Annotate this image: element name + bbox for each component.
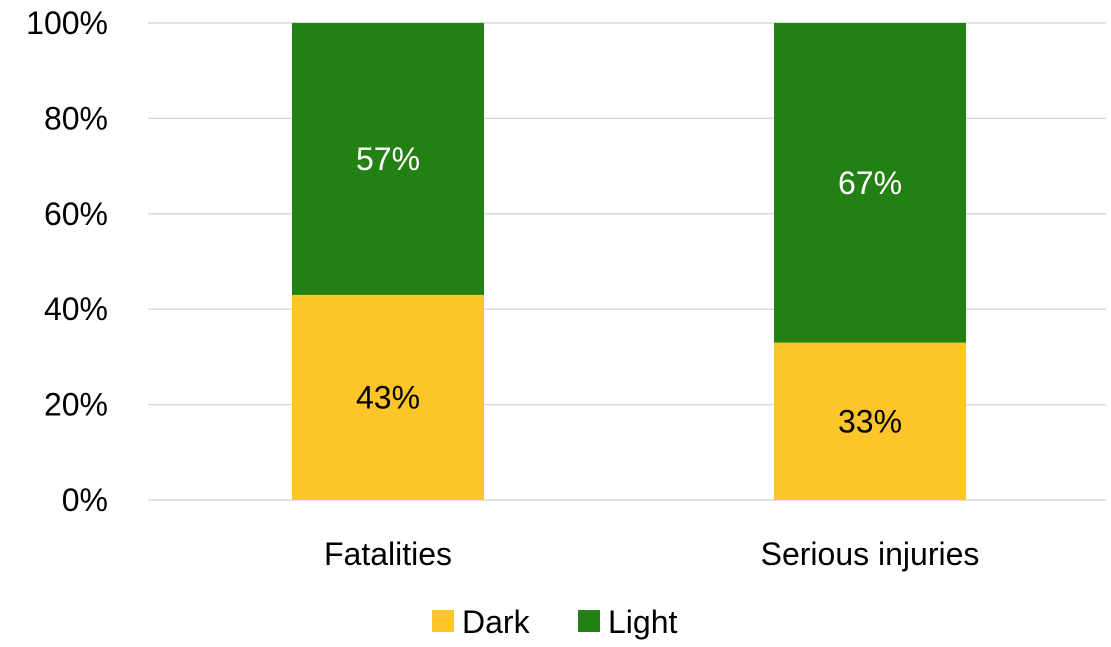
y-tick-label: 0% [62, 482, 108, 518]
bar-dark-serious-injuries [774, 342, 966, 500]
legend: Dark Light [432, 604, 678, 640]
y-tick-label: 40% [44, 291, 108, 327]
bar-light-fatalities [292, 23, 484, 295]
x-category-label: Fatalities [324, 536, 452, 572]
data-label: 57% [356, 141, 420, 177]
y-tick-label: 100% [26, 5, 108, 41]
data-labels: 43% 57% 33% 67% [356, 141, 902, 439]
legend-label-dark: Dark [462, 604, 531, 640]
bars [292, 23, 966, 500]
data-label: 33% [838, 403, 902, 439]
y-axis-tick-labels: 0% 20% 40% 60% 80% 100% [26, 5, 108, 518]
legend-label-light: Light [608, 604, 678, 640]
legend-swatch-light [578, 610, 600, 632]
y-tick-label: 60% [44, 196, 108, 232]
x-category-label: Serious injuries [761, 536, 980, 572]
bar-light-serious-injuries [774, 23, 966, 343]
bar-dark-fatalities [292, 294, 484, 500]
legend-swatch-dark [432, 610, 454, 632]
data-label: 67% [838, 165, 902, 201]
y-tick-label: 20% [44, 387, 108, 423]
data-label: 43% [356, 379, 420, 415]
y-tick-label: 80% [44, 100, 108, 136]
x-axis-category-labels: Fatalities Serious injuries [324, 536, 979, 572]
